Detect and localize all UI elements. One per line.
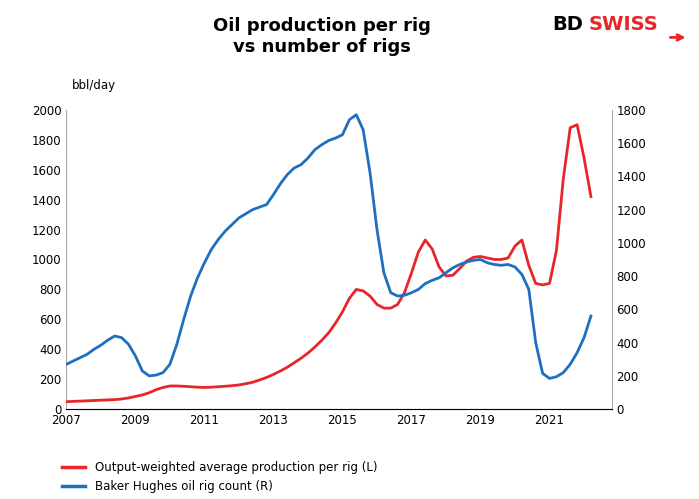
- Text: bbl/day: bbl/day: [72, 79, 116, 92]
- Text: BD: BD: [552, 15, 583, 34]
- Text: Oil production per rig
vs number of rigs: Oil production per rig vs number of rigs: [212, 17, 431, 56]
- Text: SWISS: SWISS: [589, 15, 658, 34]
- Legend: Output-weighted average production per rig (L), Baker Hughes oil rig count (R): Output-weighted average production per r…: [62, 461, 377, 493]
